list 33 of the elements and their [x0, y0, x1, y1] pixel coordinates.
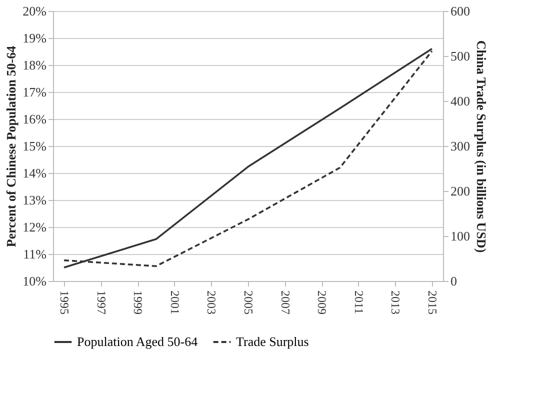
y-tick-label: 15% [22, 138, 47, 154]
x-tick-label: 1995 [58, 290, 72, 314]
y-axis-title: Percent of Chinese Population 50-64 [4, 45, 19, 248]
y2-tick-label: 100 [450, 228, 470, 244]
y2-tick-label: 200 [450, 184, 470, 198]
y2-tick-label: 600 [450, 4, 470, 18]
x-tick-label: 2015 [425, 290, 440, 314]
legend-label: Trade Surplus [236, 334, 309, 349]
y-tick-label: 13% [22, 192, 47, 208]
y-tick-label: 20% [22, 4, 47, 18]
x-tick-label: 2007 [278, 290, 292, 314]
y-tick-label: 18% [22, 58, 47, 72]
x-tick-label: 1997 [94, 290, 108, 314]
y2-tick-label: 0 [450, 274, 457, 288]
y-tick-label: 17% [22, 84, 47, 100]
x-tick-label: 2011 [352, 290, 366, 314]
y-tick-label: 11% [23, 246, 47, 262]
y2-tick-label: 400 [450, 94, 470, 108]
y2-axis-title: China Trade Surplus (in billions USD) [474, 40, 489, 253]
x-tick-label: 2005 [242, 290, 256, 314]
x-tick-label: 2001 [168, 290, 182, 314]
legend-label: Population Aged 50-64 [77, 334, 198, 349]
y-tick-label: 19% [22, 30, 47, 46]
y-tick-label: 16% [22, 112, 47, 126]
y2-tick-label: 500 [450, 48, 470, 64]
x-tick-label: 2013 [388, 290, 403, 314]
x-tick-label: 2009 [315, 290, 330, 314]
y2-tick-label: 300 [450, 138, 470, 154]
y-tick-label: 14% [22, 166, 47, 180]
x-tick-label: 1999 [131, 290, 146, 314]
x-tick-label: 2003 [204, 290, 219, 314]
y-tick-label: 12% [22, 220, 47, 234]
y-tick-label: 10% [22, 274, 47, 288]
